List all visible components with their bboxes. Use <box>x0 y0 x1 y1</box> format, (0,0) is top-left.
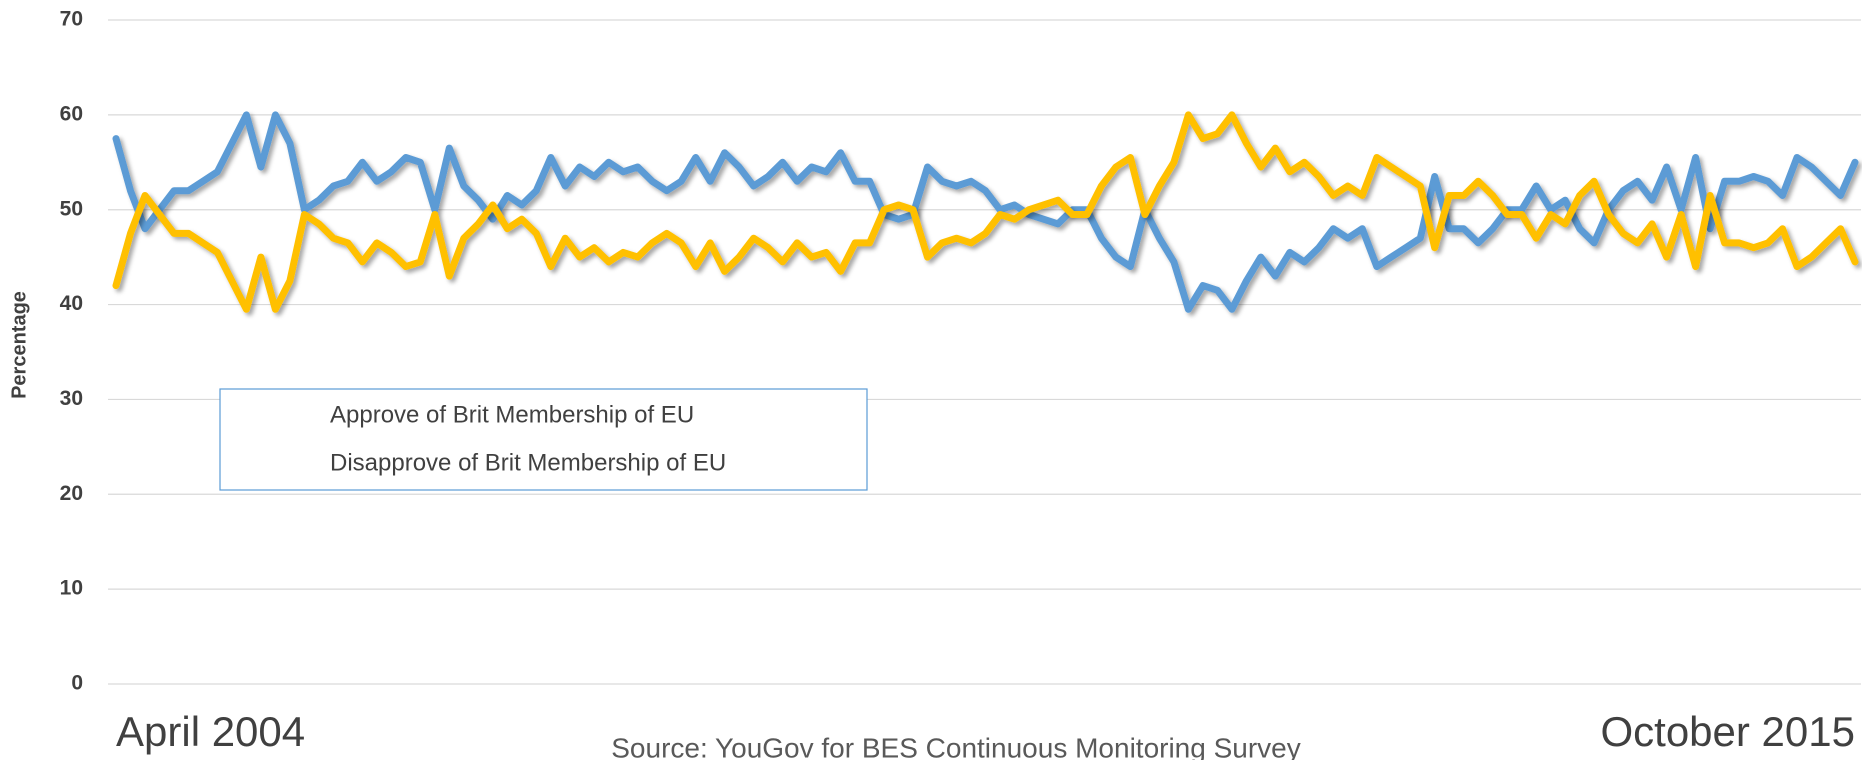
y-tick-label: 70 <box>60 8 83 31</box>
source-note: Source: YouGov for BES Continuous Monito… <box>611 732 1301 760</box>
legend-box <box>219 388 868 491</box>
y-tick-label: 40 <box>60 292 83 315</box>
y-axis-label: Percentage <box>8 291 30 399</box>
y-tick-label: 60 <box>60 102 83 125</box>
legend-label: Disapprove of Brit Membership of EU <box>330 449 726 476</box>
x-tick-label: April 2004 <box>116 708 305 755</box>
series-line <box>112 111 1859 313</box>
x-tick-label: October 2015 <box>1600 708 1855 755</box>
y-tick-label: 30 <box>60 387 83 410</box>
y-tick-label: 20 <box>60 482 83 505</box>
legend-label: Approve of Brit Membership of EU <box>330 401 694 428</box>
series-line <box>112 111 1859 313</box>
y-tick-label: 0 <box>71 672 83 695</box>
y-tick-label: 50 <box>60 197 83 220</box>
y-tick-label: 10 <box>60 577 83 600</box>
